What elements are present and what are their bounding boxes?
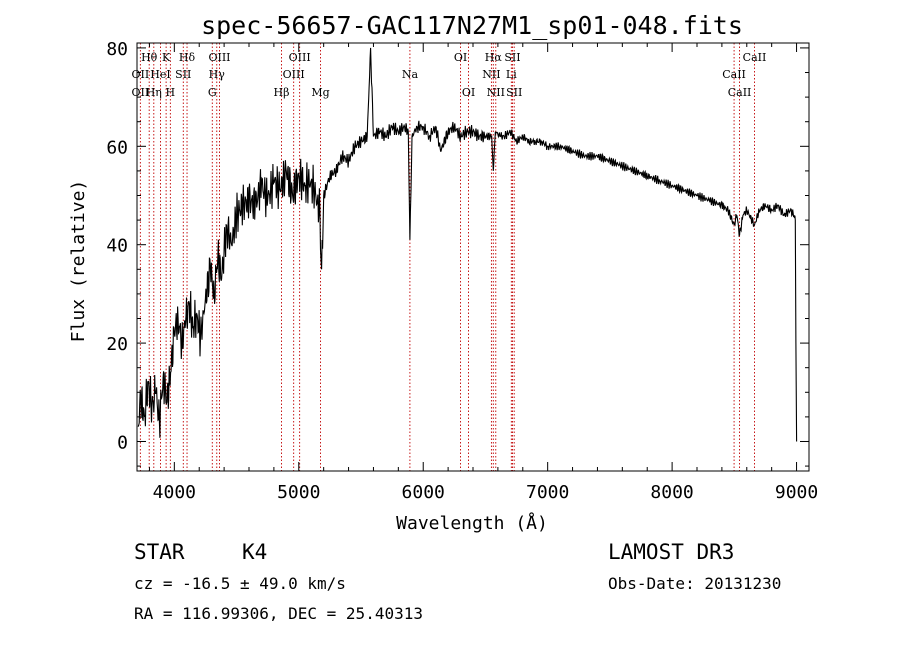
- line-id-label: CaII: [743, 51, 767, 64]
- y-tick-label: 20: [106, 334, 128, 355]
- x-tick-label: 5000: [277, 482, 320, 503]
- line-id-label: Hθ: [141, 51, 158, 64]
- y-tick-label: 0: [117, 432, 128, 453]
- y-axis-ticks: 0 20 40 60 80: [106, 39, 809, 467]
- line-id-label: Hβ: [274, 86, 290, 99]
- line-id-label: Hγ: [209, 68, 226, 81]
- line-id-label: OI: [462, 86, 475, 99]
- line-id-label: Hδ: [179, 51, 196, 64]
- line-id-label: CaII: [728, 86, 752, 99]
- spectrum-line: [137, 47, 798, 442]
- line-id-label: OIII: [283, 68, 305, 81]
- y-tick-label: 40: [106, 236, 128, 257]
- line-id-label: OIII: [289, 51, 311, 64]
- line-id-label: OIII: [208, 51, 230, 64]
- line-id-label: OII: [132, 86, 150, 99]
- x-tick-label: 6000: [402, 482, 445, 503]
- line-id-label: NII: [482, 68, 500, 81]
- line-id-label: HeI: [150, 68, 170, 81]
- line-id-label: SII: [506, 86, 522, 99]
- line-id-label: NII: [487, 86, 505, 99]
- plot-frame: [136, 42, 810, 472]
- object-subclass: K4: [242, 540, 268, 564]
- x-axis-ticks: 4000 5000 6000 7000 8000 9000: [148, 43, 818, 503]
- y-tick-label: 80: [106, 39, 128, 60]
- chart-title: spec-56657-GAC117N27M1_sp01-048.fits: [201, 11, 743, 40]
- x-tick-label: 8000: [650, 482, 693, 503]
- line-id-label: H: [166, 86, 176, 99]
- redshift-text: cz = -16.5 ± 49.0 km/s: [134, 574, 346, 593]
- spectral-marker-lines: [139, 43, 755, 471]
- x-axis-label: Wavelength (Å): [396, 512, 548, 534]
- y-axis-label: Flux (relative): [68, 180, 89, 343]
- line-id-label: SII: [504, 51, 520, 64]
- line-id-label: OI: [454, 51, 467, 64]
- line-id-label: Li: [506, 68, 517, 81]
- obs-date: Obs-Date: 20131230: [608, 574, 782, 593]
- line-id-label: K: [162, 51, 171, 64]
- line-id-label: CaII: [722, 68, 746, 81]
- line-id-label: Na: [402, 68, 419, 81]
- ra-dec-text: RA = 116.99306, DEC = 25.40313: [134, 604, 423, 623]
- y-tick-label: 60: [106, 137, 128, 158]
- line-id-label: OII: [132, 68, 150, 81]
- line-id-label: SII: [175, 68, 191, 81]
- object-class: STAR: [134, 540, 185, 564]
- x-tick-label: 4000: [153, 482, 196, 503]
- line-id-label: Mg: [311, 86, 329, 99]
- line-id-label: G: [208, 86, 217, 99]
- line-id-label: Hα: [485, 51, 503, 64]
- line-id-label: Hη: [146, 86, 162, 99]
- x-tick-label: 7000: [526, 482, 569, 503]
- x-tick-label: 9000: [775, 482, 818, 503]
- survey-name: LAMOST DR3: [608, 540, 735, 564]
